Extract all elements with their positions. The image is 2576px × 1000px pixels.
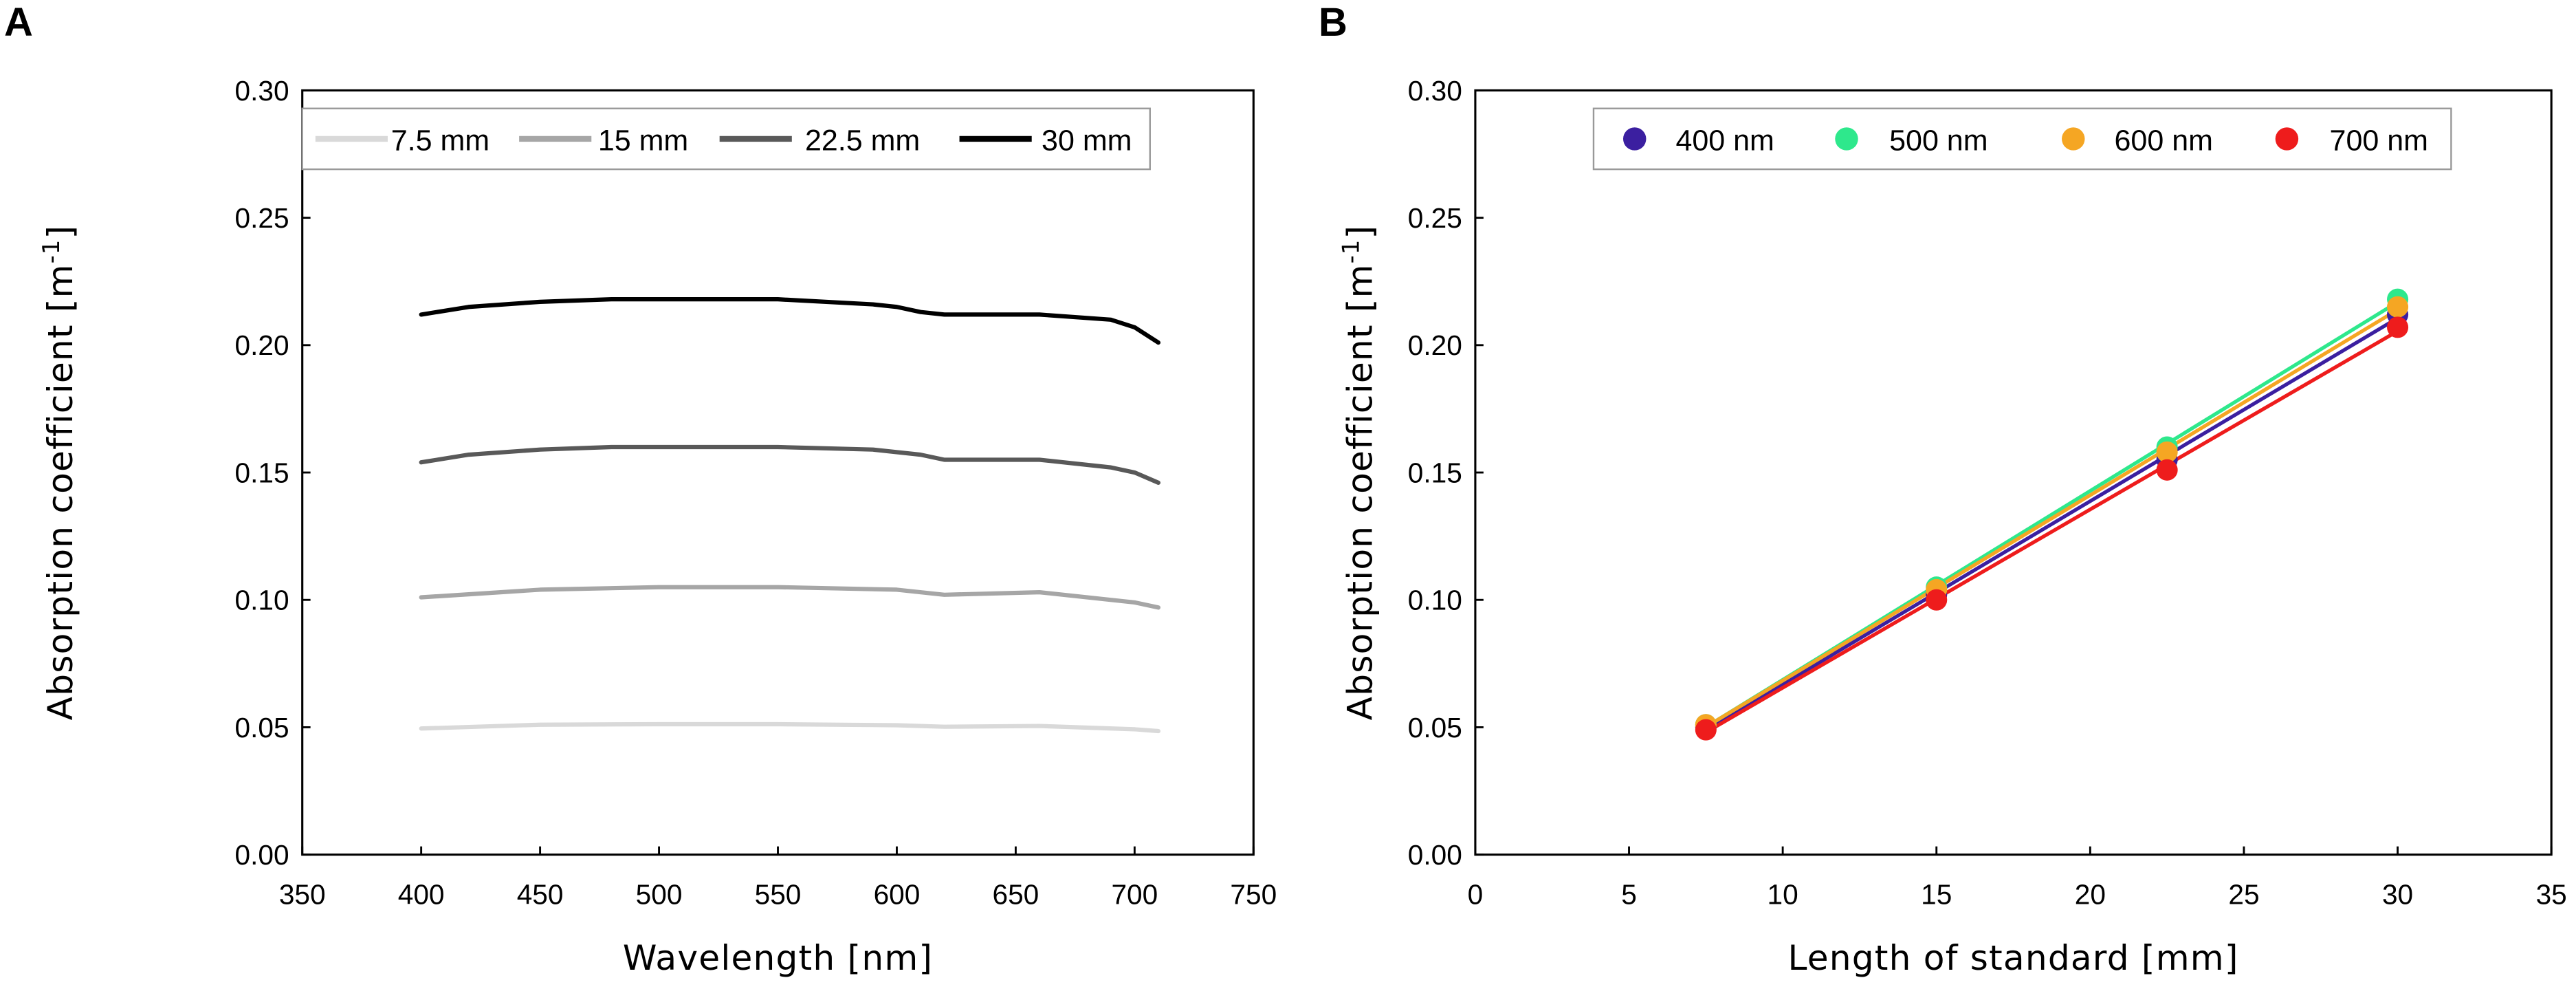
legend-label-7-5-mm: 7.5 mm bbox=[391, 124, 489, 157]
legend-label-15-mm: 15 mm bbox=[598, 124, 688, 157]
fit-line-400-nm bbox=[1704, 316, 2399, 732]
y-tick-label-b: 0.25 bbox=[1408, 202, 1462, 234]
y-axis-title-a: Absorption coefficient [m-1] bbox=[38, 225, 80, 721]
series-line-7-5-mm bbox=[419, 721, 1161, 734]
data-point-700-nm bbox=[1695, 719, 1717, 741]
legend-label-600-nm: 600 nm bbox=[2115, 124, 2213, 157]
y-tick-label-a: 0.20 bbox=[235, 329, 289, 361]
x-tick-label-b: 15 bbox=[1921, 878, 1952, 910]
y-axis-title-main-b: Absorption coefficient [m bbox=[1339, 263, 1380, 720]
legend-marker-500-nm bbox=[1835, 127, 1858, 151]
legend-label-500-nm: 500 nm bbox=[1889, 124, 1988, 157]
y-tick-label-b: 0.20 bbox=[1408, 329, 1462, 361]
y-axis-title-superscript-b: -1 bbox=[1337, 239, 1364, 264]
x-tick-label-b: 20 bbox=[2075, 878, 2106, 910]
panel-b-scaled-group: 0.00 0.05 0.10 0.15 0.20 0.25 0.30 0 5 10 15 20 25 30… bbox=[1337, 75, 2566, 978]
x-tick-label-a: 600 bbox=[874, 878, 921, 910]
x-tick-label-a: 750 bbox=[1230, 878, 1277, 910]
x-axis-title-b: Length of standard [mm] bbox=[1787, 937, 2238, 978]
data-point-700-nm bbox=[1926, 589, 1948, 611]
legend-label-700-nm: 700 nm bbox=[2330, 124, 2428, 157]
x-tick-label-b: 10 bbox=[1768, 878, 1798, 910]
y-tick-label-a: 0.15 bbox=[235, 457, 289, 488]
plot-frame-b bbox=[1474, 89, 2553, 856]
fit-line-700-nm bbox=[1705, 329, 2399, 735]
x-tick-label-a: 700 bbox=[1111, 878, 1158, 910]
x-tick-label-b: 30 bbox=[2382, 878, 2413, 910]
x-tick-label-b: 35 bbox=[2536, 878, 2567, 910]
y-axis-title-close-a: ] bbox=[40, 225, 80, 239]
plot-frame-a bbox=[301, 89, 1255, 856]
fit-line-600-nm bbox=[1704, 308, 2399, 729]
x-tick-label-a: 550 bbox=[755, 878, 802, 910]
y-tick-label-a: 0.10 bbox=[235, 585, 289, 616]
legend-label-22-5-mm: 22.5 mm bbox=[805, 124, 920, 157]
y-tick-label-a: 0.05 bbox=[235, 712, 289, 743]
y-tick-label-a: 0.25 bbox=[235, 202, 289, 234]
chart-panel-a: 0.00 0.05 0.10 0.15 0.20 0.25 0.30 350 400 450 500… bbox=[38, 75, 1277, 978]
y-tick-label-a: 0.30 bbox=[235, 75, 289, 107]
legend-label-30-mm: 30 mm bbox=[1042, 124, 1132, 157]
data-point-600-nm bbox=[2156, 441, 2178, 463]
legend-marker-600-nm bbox=[2062, 127, 2085, 151]
y-axis-title-b: Absorption coefficient [m-1] bbox=[1337, 225, 1380, 721]
x-tick-label-a: 400 bbox=[398, 878, 445, 910]
x-tick-label-b: 25 bbox=[2228, 878, 2259, 910]
y-axis-title-main-a: Absorption coefficient [m bbox=[40, 263, 80, 720]
x-tick-label-b: 0 bbox=[1468, 878, 1484, 910]
data-point-700-nm bbox=[2387, 316, 2409, 338]
y-tick-label-b: 0.10 bbox=[1408, 585, 1462, 616]
y-tick-label-b: 0.00 bbox=[1408, 839, 1462, 871]
y-tick-label-b: 0.15 bbox=[1408, 457, 1462, 488]
legend-marker-700-nm bbox=[2275, 127, 2299, 151]
x-tick-label-a: 500 bbox=[636, 878, 683, 910]
y-axis-title-close-b: ] bbox=[1339, 225, 1380, 239]
legend-box-b bbox=[1592, 107, 2452, 171]
chart-panel-b: 0.00 0.05 0.10 0.15 0.20 0.25 0.30 0 5 10 15 20 25 30… bbox=[1337, 75, 2566, 978]
y-axis-title-superscript-a: -1 bbox=[38, 239, 65, 264]
series-line-15-mm bbox=[419, 585, 1161, 610]
data-point-600-nm bbox=[2387, 296, 2409, 318]
x-tick-label-a: 350 bbox=[279, 878, 326, 910]
x-tick-label-b: 5 bbox=[1621, 878, 1637, 910]
legend-marker-400-nm bbox=[1622, 127, 1647, 151]
y-tick-label-a: 0.00 bbox=[235, 839, 289, 871]
y-tick-label-b: 0.30 bbox=[1408, 75, 1462, 107]
legend-label-400-nm: 400 nm bbox=[1675, 124, 1774, 157]
x-tick-label-a: 650 bbox=[993, 878, 1039, 910]
data-point-700-nm bbox=[2156, 459, 2178, 481]
panel-label-b: B bbox=[1319, 0, 1347, 45]
y-tick-label-b: 0.05 bbox=[1408, 712, 1462, 743]
series-line-22-5-mm bbox=[419, 444, 1161, 485]
x-axis-title-a: Wavelength [nm] bbox=[623, 937, 933, 978]
panel-a-scaled-group: 0.00 0.05 0.10 0.15 0.20 0.25 0.30 350 400 450 500… bbox=[38, 75, 1277, 978]
x-tick-label-a: 450 bbox=[517, 878, 564, 910]
panel-label-a: A bbox=[4, 0, 33, 45]
series-line-30-mm bbox=[419, 297, 1161, 345]
